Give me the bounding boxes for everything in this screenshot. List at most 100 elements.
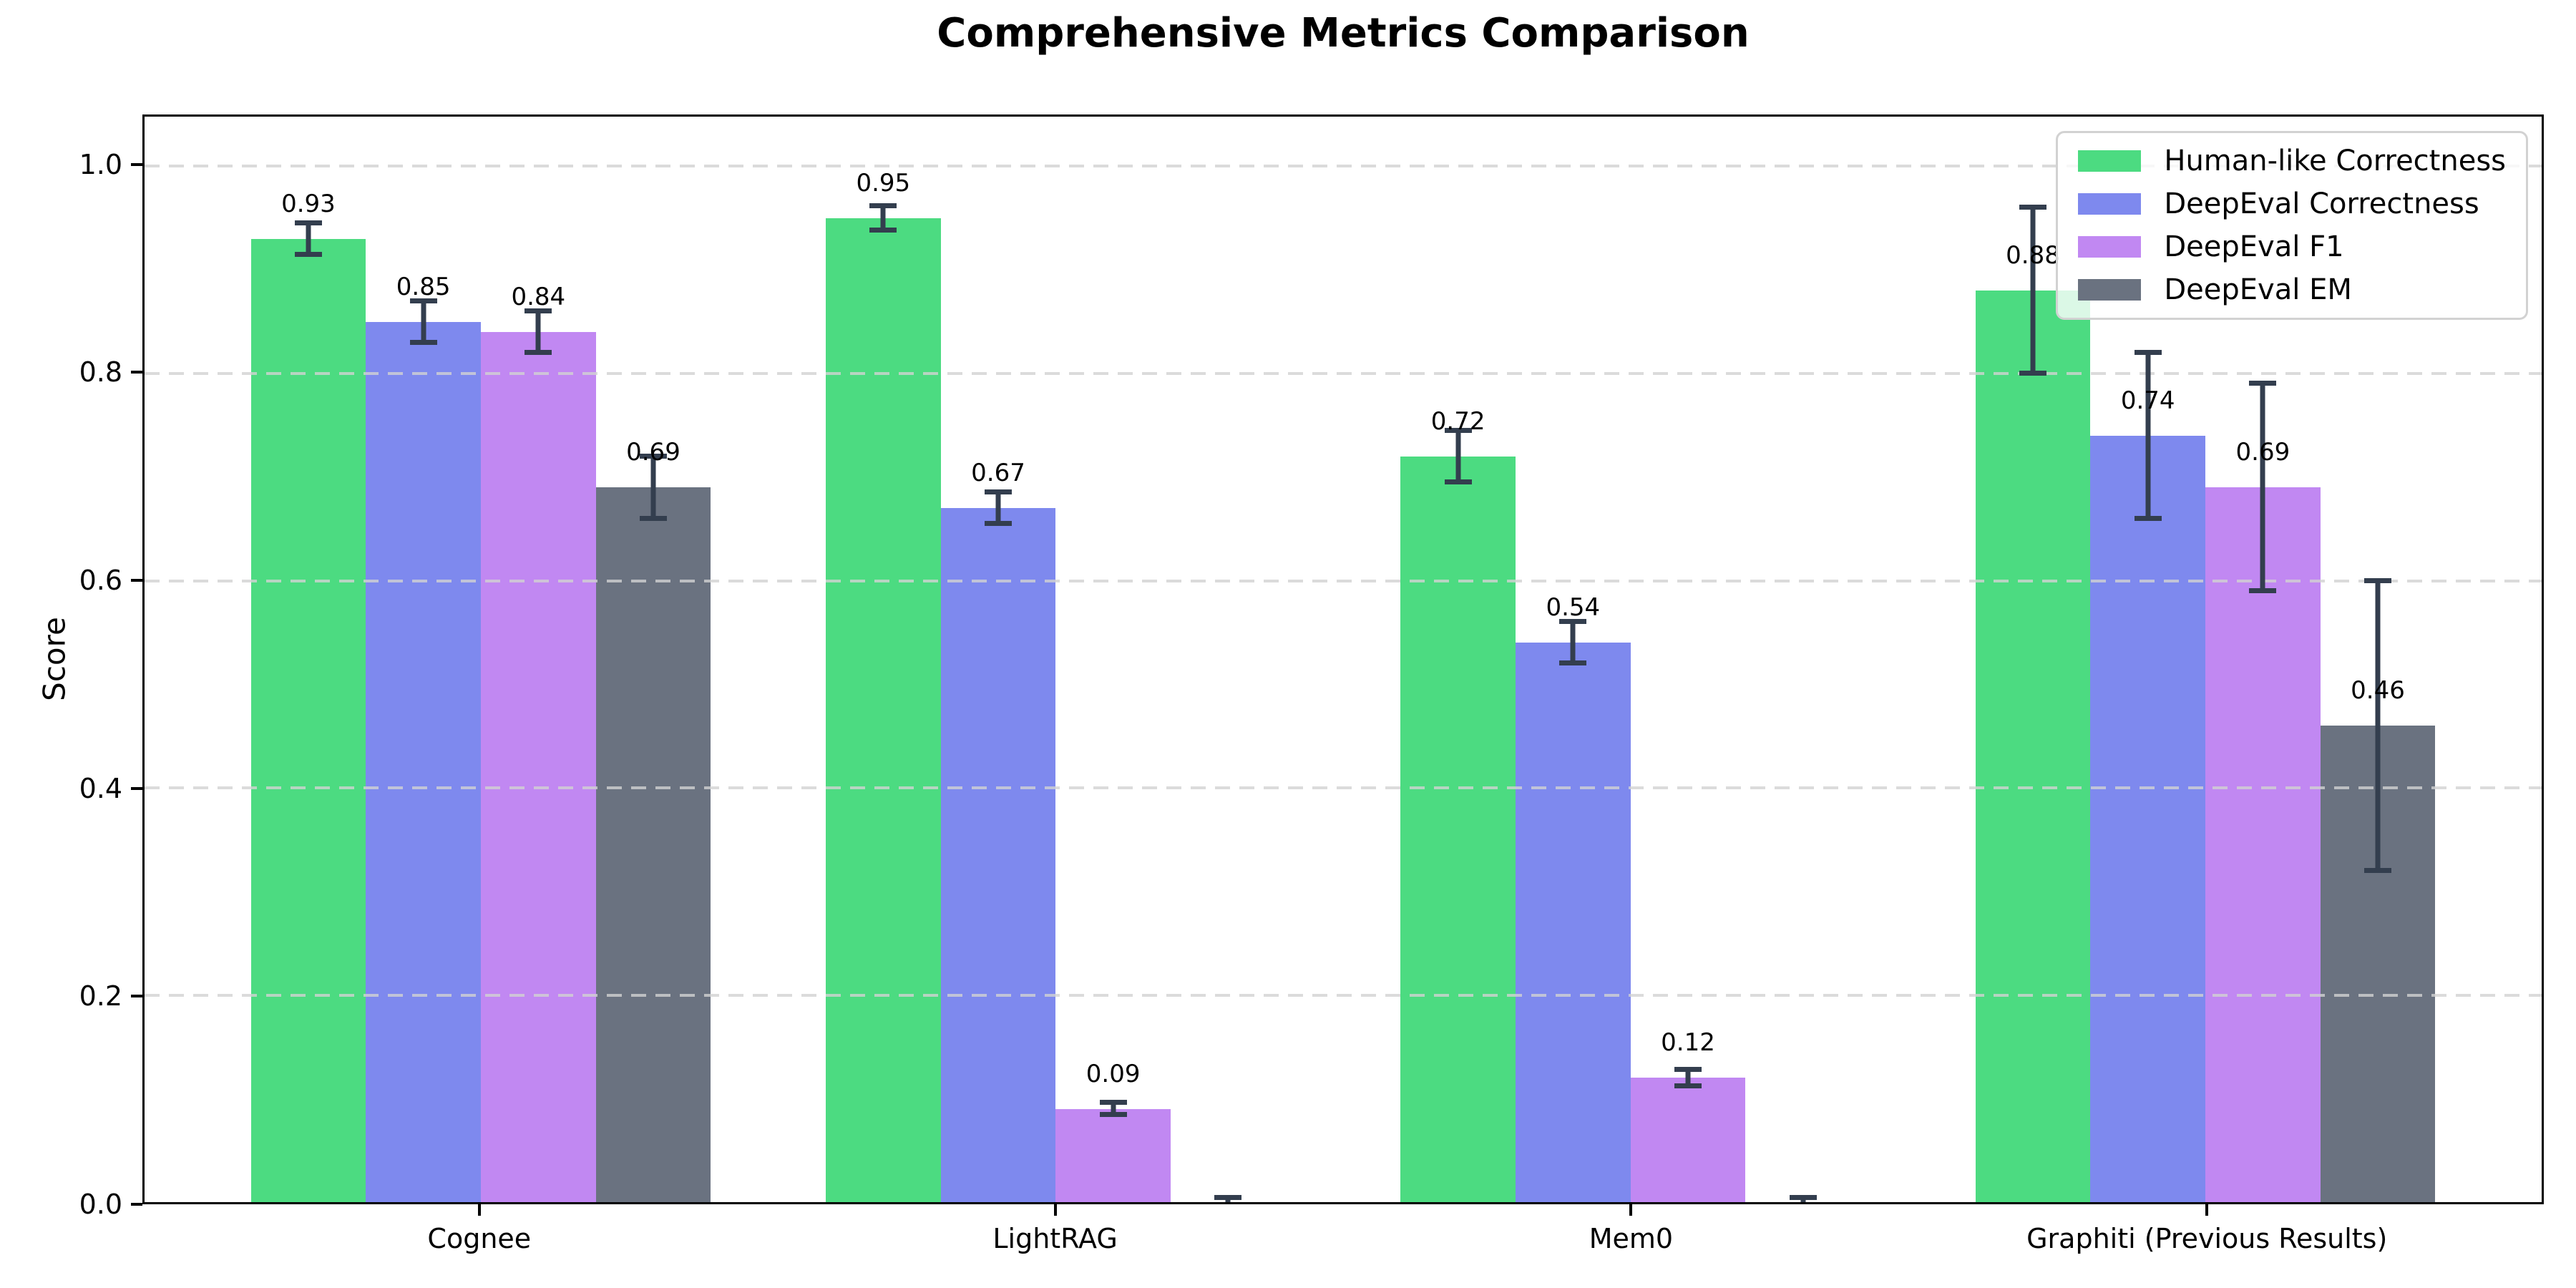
bar: [250, 238, 366, 1202]
y-tick: [131, 786, 142, 790]
error-bar: [2030, 208, 2036, 374]
grid-line: [145, 165, 2542, 168]
bar-value-label: 0.09: [1085, 1059, 1141, 1088]
legend-swatch: [2078, 150, 2142, 172]
error-bar-cap: [1559, 619, 1587, 625]
error-bar: [1685, 1069, 1691, 1086]
bar: [1400, 456, 1516, 1202]
error-bar-cap: [1444, 479, 1472, 484]
error-bar-cap: [294, 251, 322, 257]
error-bar-cap: [1559, 660, 1587, 666]
y-tick-label: 0.4: [79, 772, 122, 804]
bar-value-label: 0.69: [626, 438, 680, 467]
error-bar: [421, 301, 426, 343]
bar-value-label: 0.67: [971, 459, 1025, 488]
legend-label: DeepEval F1: [2164, 230, 2344, 263]
bar: [366, 321, 481, 1202]
error-bar-cap: [2019, 205, 2047, 210]
bar-value-label: 0.95: [856, 168, 911, 197]
legend-swatch: [2078, 193, 2142, 215]
bar-value-label: 0.54: [1546, 593, 1601, 623]
error-bar-cap: [2134, 350, 2162, 356]
grid-line: [145, 786, 2542, 789]
error-bar-cap: [525, 308, 552, 314]
grid-line: [145, 579, 2542, 582]
error-bar-cap: [1099, 1100, 1127, 1106]
bar: [825, 218, 941, 1202]
bar: [2205, 487, 2321, 1202]
chart-title: Comprehensive Metrics Comparison: [937, 10, 1750, 57]
error-bar: [1111, 1103, 1116, 1116]
bar-value-label: 0.85: [396, 272, 451, 301]
plot-canvas: 0.93 0.85 0.84 0.69 0.95 0.67 0.09 0.72 0.54 0.12…: [145, 117, 2542, 1202]
legend-swatch: [2078, 236, 2142, 258]
error-bar-cap: [294, 220, 322, 226]
bar: [1975, 291, 2091, 1202]
y-tick: [131, 371, 142, 374]
error-bar: [1570, 622, 1576, 664]
error-bar-cap: [2249, 381, 2277, 386]
x-tick-label: Graphiti (Previous Results): [2026, 1223, 2388, 1254]
legend-label: DeepEval Correctness: [2164, 187, 2479, 220]
error-bar-cap: [1444, 427, 1472, 433]
bar: [1630, 1078, 1746, 1202]
error-bar-cap: [2134, 515, 2162, 521]
y-tick-label: 0.2: [79, 980, 122, 1013]
y-tick-label: 1.0: [79, 148, 122, 180]
error-bar-cap: [1214, 1195, 1242, 1201]
error-bar-cap: [2249, 587, 2277, 593]
y-tick: [131, 579, 142, 582]
error-bar: [880, 205, 886, 231]
legend-item: DeepEval EM: [2078, 273, 2506, 306]
error-bar-cap: [1674, 1083, 1702, 1088]
error-bar: [995, 492, 1001, 524]
error-bar-cap: [984, 489, 1012, 495]
y-tick: [131, 162, 142, 166]
error-bar: [2260, 384, 2265, 591]
error-bar-cap: [409, 339, 437, 345]
legend-item: DeepEval Correctness: [2078, 187, 2506, 220]
bar-value-label: 0.84: [511, 283, 566, 312]
bar: [1516, 643, 1631, 1202]
x-tick-label: Mem0: [1589, 1223, 1674, 1254]
error-bar: [2375, 580, 2381, 871]
legend-label: DeepEval EM: [2164, 273, 2352, 306]
error-bar-cap: [639, 515, 667, 521]
bar: [2090, 435, 2206, 1202]
x-tick: [1053, 1204, 1057, 1216]
x-tick: [477, 1204, 481, 1216]
error-bar-cap: [409, 298, 437, 303]
x-axis: Cognee LightRAG Mem0 Graphiti (Previous Res…: [142, 1204, 2544, 1288]
y-tick-label: 0.6: [79, 565, 122, 597]
error-bar-cap: [984, 520, 1012, 526]
bar-value-label: 0.93: [281, 189, 336, 218]
error-bar-cap: [1789, 1195, 1817, 1201]
error-bar-cap: [639, 453, 667, 459]
legend-swatch: [2078, 279, 2142, 301]
bar: [480, 332, 596, 1202]
legend-item: Human-like Correctness: [2078, 145, 2506, 177]
error-bar: [2145, 353, 2151, 519]
error-bar: [1455, 430, 1461, 482]
error-bar-cap: [869, 203, 897, 208]
grid-line: [145, 372, 2542, 375]
x-tick-label: LightRAG: [992, 1223, 1118, 1254]
error-bar-cap: [869, 228, 897, 233]
bar-value-label: 0.88: [2006, 241, 2060, 270]
bar-value-label: 0.12: [1661, 1028, 1715, 1058]
bar-value-label: 0.72: [1430, 406, 1485, 436]
legend: Human-like Correctness DeepEval Correctne…: [2056, 131, 2528, 320]
bar: [1055, 1108, 1171, 1202]
bar: [940, 508, 1056, 1202]
y-tick: [131, 995, 142, 998]
error-bar-cap: [525, 350, 552, 356]
grid-line: [145, 993, 2542, 997]
error-bar-cap: [1674, 1066, 1702, 1072]
y-tick-label: 0.8: [79, 356, 122, 389]
error-bar: [650, 456, 656, 519]
y-tick: [131, 1203, 142, 1206]
y-tick-label: 0.0: [79, 1189, 122, 1220]
error-bar-cap: [2364, 867, 2392, 873]
legend-label: Human-like Correctness: [2164, 145, 2506, 177]
